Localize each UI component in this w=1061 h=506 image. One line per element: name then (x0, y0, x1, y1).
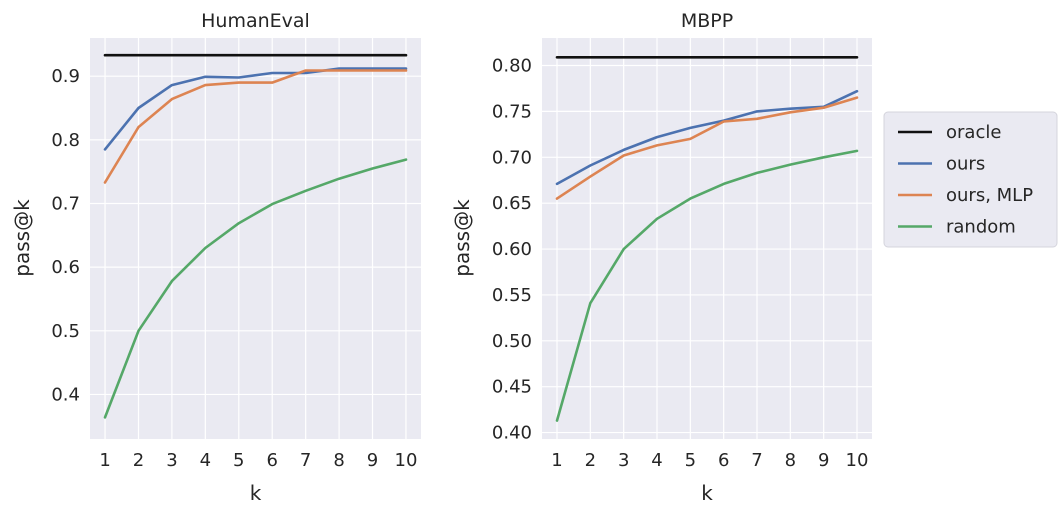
humaneval-title: HumanEval (201, 10, 310, 32)
humaneval-y-axis-label: pass@k (10, 199, 34, 277)
mbpp-x-tick-label: 4 (651, 450, 662, 471)
humaneval-x-tick-label: 4 (200, 450, 211, 471)
legend: oracle ours ours, MLP random (883, 111, 1058, 248)
mbpp-x-tick-label: 5 (685, 450, 696, 471)
mbpp-x-tick-label: 6 (718, 450, 729, 471)
humaneval-y-ticks: 0.4 0.5 0.6 0.7 0.8 0.9 (51, 66, 80, 405)
mbpp-x-tick-label: 1 (551, 450, 562, 471)
mbpp-y-tick-label: 0.45 (492, 377, 532, 398)
mbpp-series-ours-mlp-line (555, 96, 859, 200)
mbpp-y-tick-label: 0.80 (492, 56, 532, 77)
legend-label-ours-mlp: ours, MLP (946, 185, 1033, 206)
humaneval-plot-area (90, 38, 421, 439)
mbpp-x-tick-label: 3 (618, 450, 629, 471)
legend-label-oracle: oracle (946, 122, 1001, 143)
mbpp-y-tick-label: 0.60 (492, 239, 532, 260)
humaneval-series-ours-line (103, 67, 408, 151)
mbpp-title: MBPP (681, 10, 733, 32)
humaneval-y-tick-label: 0.5 (51, 321, 80, 342)
mbpp-series (555, 55, 859, 422)
mbpp-y-tick-label: 0.50 (492, 331, 532, 352)
mbpp-x-tick-label: 7 (751, 450, 762, 471)
humaneval-grid (90, 38, 421, 439)
mbpp-x-axis-label: k (701, 481, 713, 505)
humaneval-x-tick-label: 9 (367, 450, 378, 471)
humaneval-series-ours-mlp-line (103, 69, 408, 184)
humaneval-x-ticks: 1 2 3 4 5 6 7 8 9 10 (99, 450, 417, 471)
legend-label-ours: ours (946, 154, 985, 175)
humaneval-x-tick-label: 10 (395, 450, 418, 471)
humaneval-x-tick-label: 2 (133, 450, 144, 471)
humaneval-x-tick-label: 7 (300, 450, 311, 471)
mbpp-y-tick-label: 0.70 (492, 147, 532, 168)
humaneval-y-tick-label: 0.4 (51, 384, 80, 405)
humaneval-y-tick-label: 0.9 (51, 66, 80, 87)
humaneval-x-tick-label: 6 (266, 450, 277, 471)
humaneval-x-tick-label: 8 (333, 450, 344, 471)
mbpp-x-ticks: 1 2 3 4 5 6 7 8 9 10 (551, 450, 868, 471)
mbpp-y-tick-label: 0.55 (492, 285, 532, 306)
mbpp-y-tick-label: 0.40 (492, 423, 532, 444)
humaneval-x-axis-label: k (250, 481, 262, 505)
humaneval-x-tick-label: 5 (233, 450, 244, 471)
humaneval-x-tick-label: 3 (166, 450, 177, 471)
mbpp-y-axis-label: pass@k (450, 199, 474, 277)
humaneval-y-tick-label: 0.8 (51, 130, 80, 151)
mbpp-y-ticks: 0.40 0.45 0.50 0.55 0.60 0.65 0.70 0.75 0.80 (492, 56, 532, 444)
humaneval-y-tick-label: 0.6 (51, 257, 80, 278)
legend-box (883, 111, 1058, 248)
mbpp-x-tick-label: 2 (585, 450, 596, 471)
humaneval-y-tick-label: 0.7 (51, 193, 80, 214)
mbpp-x-tick-label: 8 (785, 450, 796, 471)
mbpp-y-tick-label: 0.75 (492, 101, 532, 122)
mbpp-y-tick-label: 0.65 (492, 193, 532, 214)
legend-items: oracle ours ours, MLP random (898, 122, 1033, 238)
humaneval-x-tick-label: 1 (99, 450, 110, 471)
humaneval-series-random-line (103, 158, 408, 419)
mbpp-x-tick-label: 10 (846, 450, 869, 471)
mbpp-plot-area (542, 38, 872, 439)
humaneval-panel: 1 2 3 4 5 6 7 8 9 10 0.4 0.5 0.6 0.7 0.8 0.9 HumanEval… (10, 10, 421, 505)
mbpp-x-tick-label: 9 (818, 450, 829, 471)
mbpp-series-random-line (555, 149, 859, 422)
mbpp-panel: 1 2 3 4 5 6 7 8 9 10 0.40 0.45 0.50 0.55 0.60 0.65 0.70… (450, 10, 872, 505)
mbpp-grid (542, 38, 872, 439)
humaneval-series (103, 53, 408, 419)
mbpp-series-ours-line (555, 89, 859, 186)
legend-label-random: random (946, 217, 1016, 238)
